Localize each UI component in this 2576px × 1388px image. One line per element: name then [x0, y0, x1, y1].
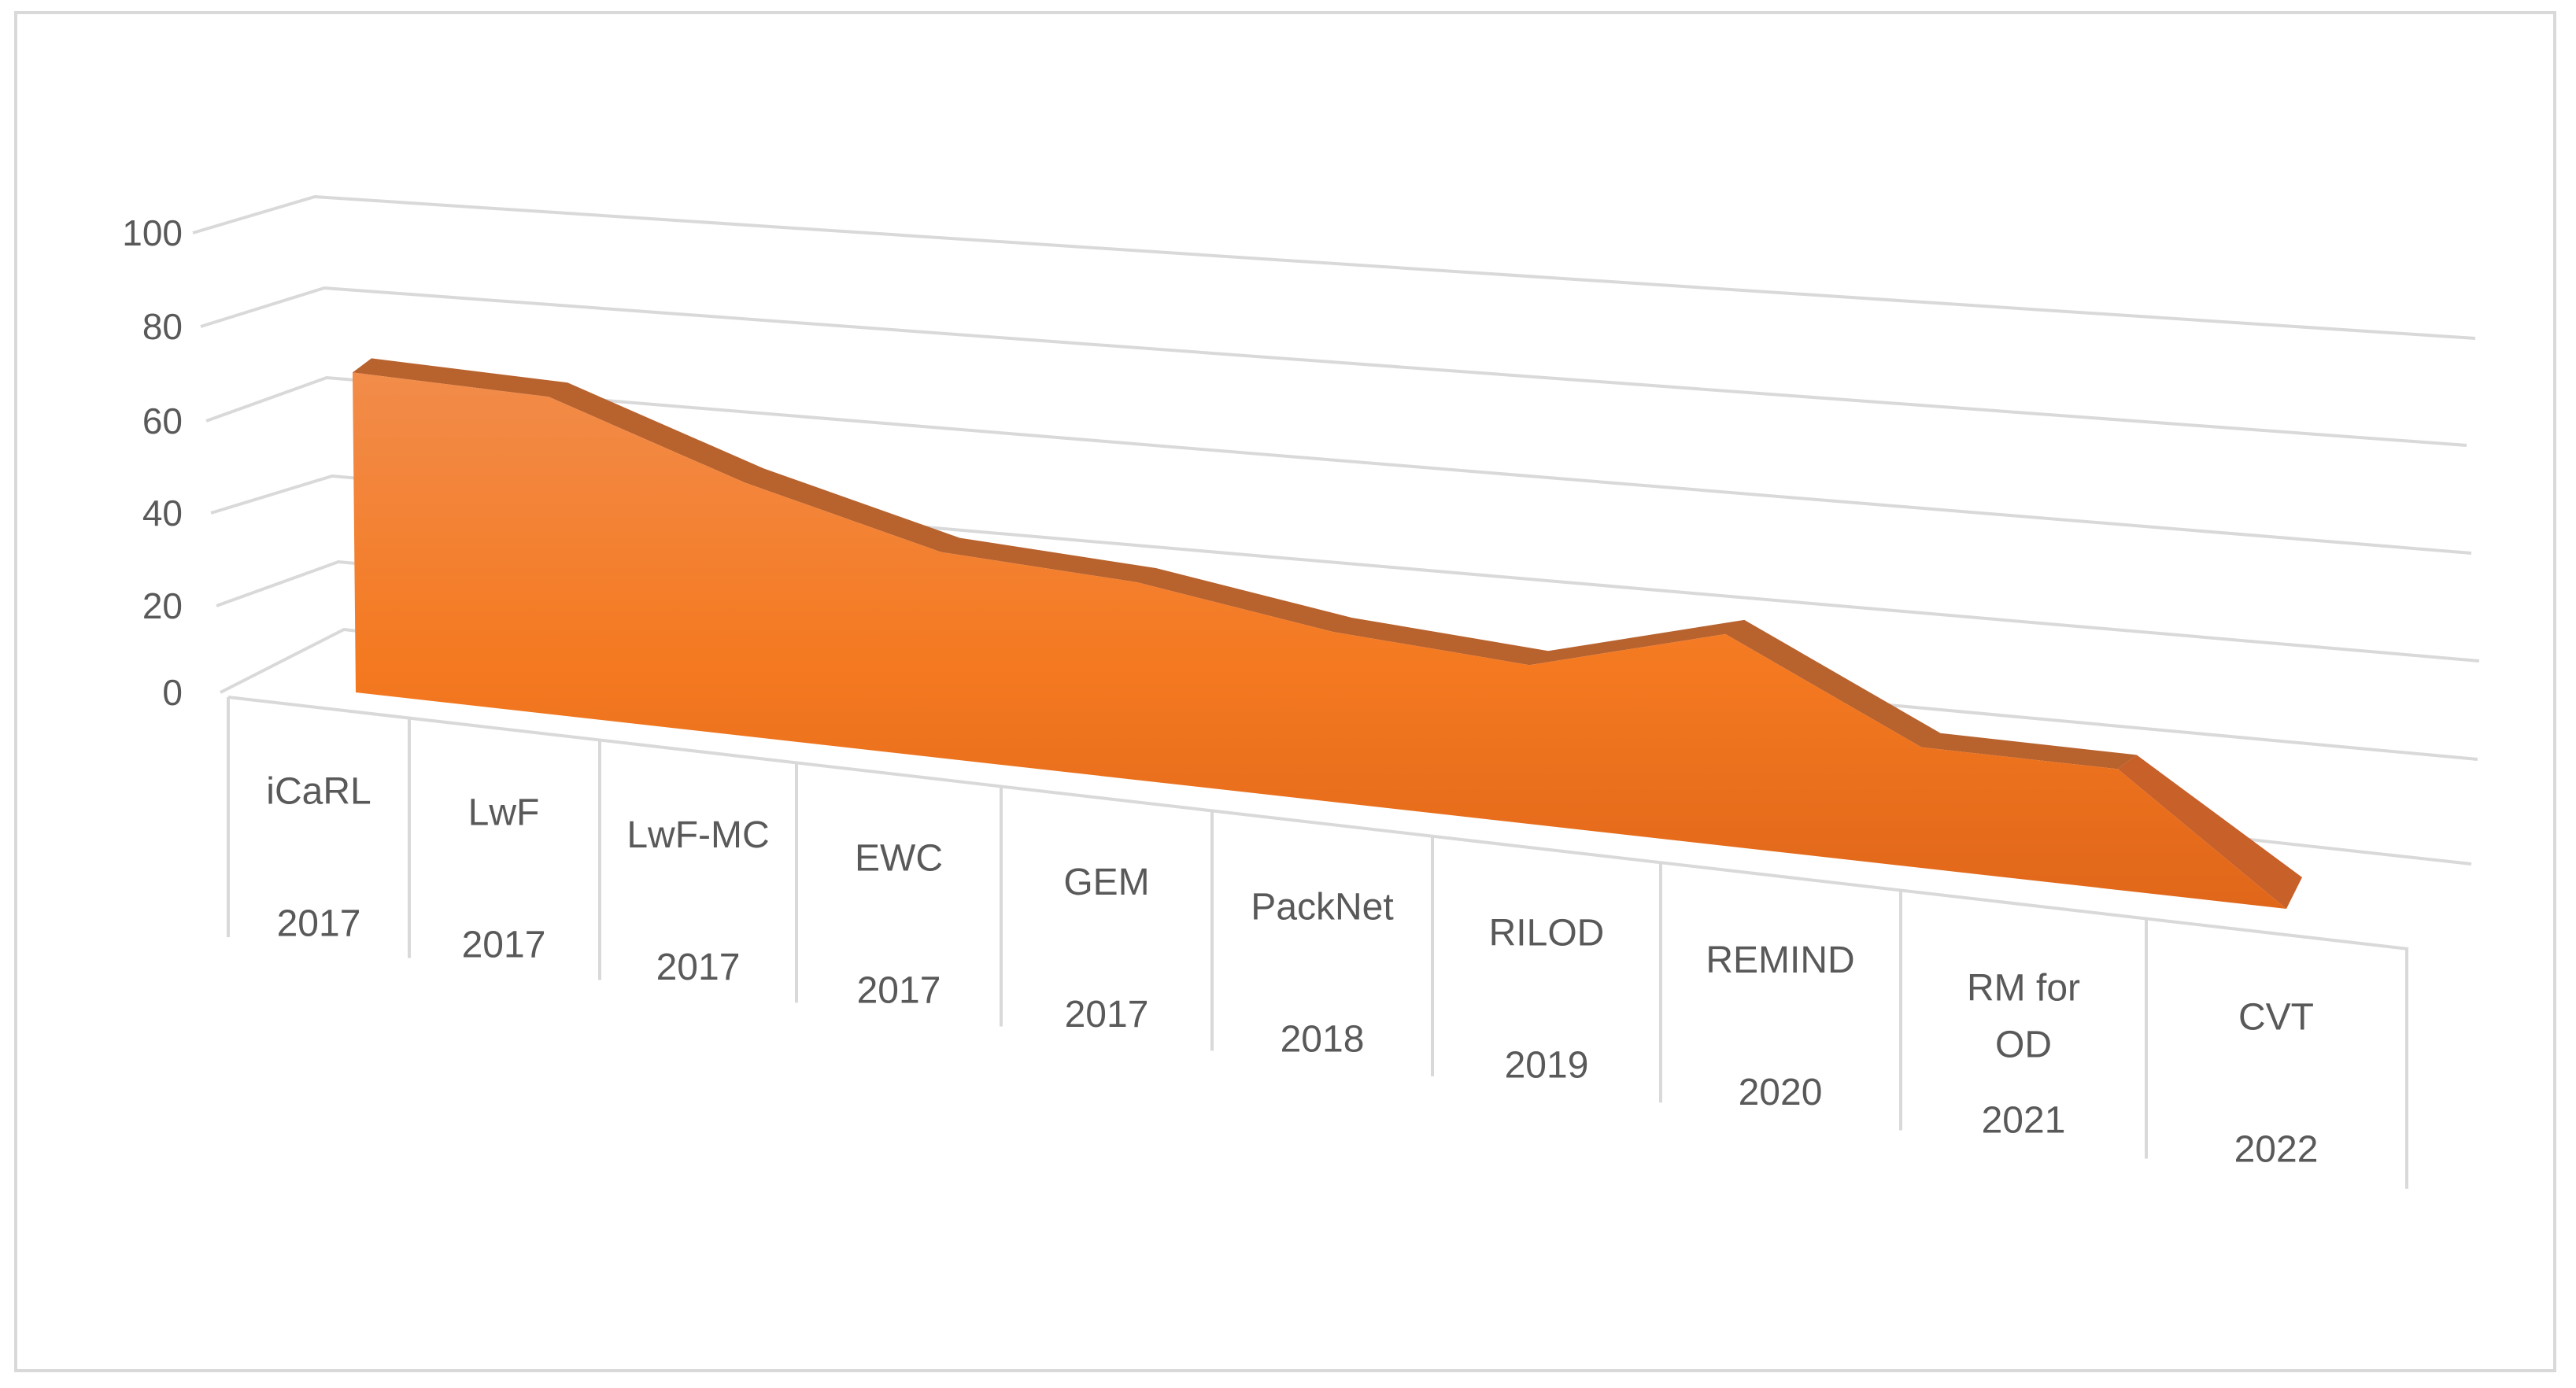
y-tick-label: 40 — [142, 493, 183, 533]
y-tick-label: 0 — [162, 672, 183, 713]
x-category-label: PackNet — [1251, 887, 1393, 928]
x-year-label: 2017 — [277, 903, 361, 944]
y-tick-label: 100 — [122, 212, 183, 253]
x-year-label: 2017 — [656, 947, 741, 988]
gridline — [210, 474, 2480, 663]
x-year-label: 2017 — [857, 969, 941, 1011]
x-category-label: iCaRL — [266, 770, 371, 812]
x-category-label: EWC — [855, 837, 943, 879]
x-year-label: 2019 — [1505, 1045, 1589, 1087]
x-category-label: LwF — [468, 792, 540, 833]
x-year-label: 2018 — [1281, 1019, 1365, 1061]
labels: 0 20 40 60 80 100 iCaRL 2017 LwF 2017 LwF-MC 2017 EW… — [122, 212, 2318, 1171]
area-front-face — [352, 372, 2286, 909]
x-year-label: 2021 — [1982, 1100, 2066, 1142]
area-side-face — [2117, 755, 2302, 909]
gridline — [205, 375, 2472, 555]
x-year-label: 2017 — [462, 924, 546, 965]
x-category-label: RM for — [1967, 968, 2080, 1010]
x-axis-line — [227, 696, 2409, 951]
x-category-label: REMIND — [1706, 939, 1854, 981]
x-year-label: 2020 — [1739, 1072, 1823, 1113]
x-year-label: 2017 — [1065, 994, 1149, 1035]
x-category-label: LwF-MC — [626, 814, 769, 856]
x-category-label: RILOD — [1489, 913, 1605, 954]
x-category-label: CVT — [2238, 997, 2314, 1039]
gridline — [192, 194, 2476, 340]
x-category-label: OD — [1995, 1024, 2052, 1066]
area-series — [352, 358, 2302, 909]
x-category-label: GEM — [1063, 862, 1149, 903]
x-year-label: 2022 — [2234, 1129, 2319, 1171]
gridline — [200, 286, 2467, 447]
y-tick-label: 20 — [142, 585, 183, 626]
y-tick-label: 60 — [142, 401, 183, 441]
axes — [227, 696, 2409, 1189]
y-tick-label: 80 — [142, 306, 183, 347]
